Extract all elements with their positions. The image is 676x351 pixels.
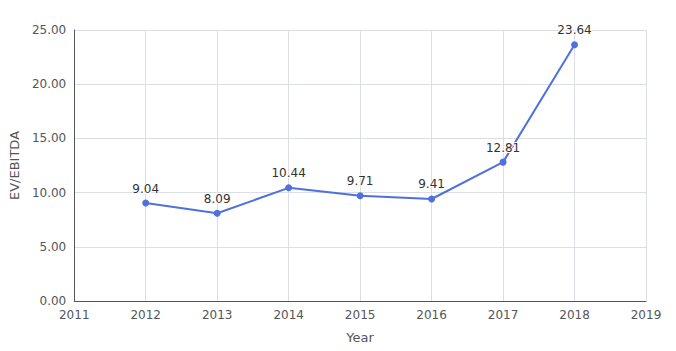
svg-text:Year: Year bbox=[345, 330, 374, 345]
svg-text:2019: 2019 bbox=[631, 308, 662, 322]
svg-text:10.44: 10.44 bbox=[271, 166, 305, 180]
svg-text:2017: 2017 bbox=[488, 308, 519, 322]
svg-text:2014: 2014 bbox=[273, 308, 304, 322]
svg-text:10.00: 10.00 bbox=[32, 186, 66, 200]
svg-text:2018: 2018 bbox=[559, 308, 590, 322]
svg-text:2012: 2012 bbox=[130, 308, 161, 322]
svg-text:2013: 2013 bbox=[202, 308, 233, 322]
svg-text:5.00: 5.00 bbox=[40, 240, 67, 254]
svg-text:2016: 2016 bbox=[416, 308, 447, 322]
svg-text:0.00: 0.00 bbox=[40, 294, 67, 308]
svg-text:9.04: 9.04 bbox=[132, 182, 159, 196]
svg-text:9.71: 9.71 bbox=[347, 174, 374, 188]
svg-text:8.09: 8.09 bbox=[204, 192, 231, 206]
svg-text:15.00: 15.00 bbox=[32, 131, 66, 145]
svg-text:EV/EBITDA: EV/EBITDA bbox=[7, 131, 22, 200]
svg-text:25.00: 25.00 bbox=[32, 23, 66, 37]
svg-text:12.81: 12.81 bbox=[486, 141, 520, 155]
svg-text:20.00: 20.00 bbox=[32, 77, 66, 91]
svg-text:23.64: 23.64 bbox=[557, 23, 591, 37]
svg-text:2015: 2015 bbox=[345, 308, 376, 322]
svg-text:2011: 2011 bbox=[59, 308, 90, 322]
svg-text:9.41: 9.41 bbox=[418, 177, 445, 191]
